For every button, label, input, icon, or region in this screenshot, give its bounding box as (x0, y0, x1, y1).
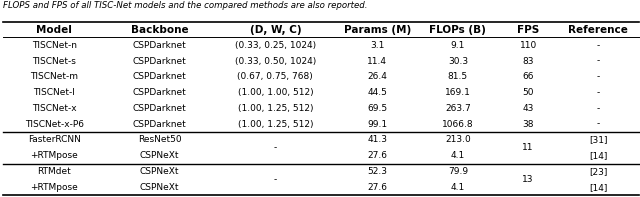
Text: (0.67, 0.75, 768): (0.67, 0.75, 768) (237, 72, 313, 81)
Text: Backbone: Backbone (131, 25, 188, 34)
Text: [23]: [23] (589, 167, 607, 176)
Text: RTMdet: RTMdet (37, 167, 71, 176)
Text: 66: 66 (522, 72, 534, 81)
Text: 83: 83 (522, 57, 534, 66)
Text: CSPNeXt: CSPNeXt (140, 167, 179, 176)
Text: -: - (274, 143, 277, 152)
Text: (0.33, 0.25, 1024): (0.33, 0.25, 1024) (235, 41, 316, 50)
Text: CSPDarknet: CSPDarknet (132, 104, 186, 113)
Text: TISCNet-x: TISCNet-x (32, 104, 76, 113)
Text: -: - (274, 175, 277, 184)
Text: CSPNeXt: CSPNeXt (140, 183, 179, 192)
Text: CSPDarknet: CSPDarknet (132, 72, 186, 81)
Text: 43: 43 (522, 104, 534, 113)
Text: TISCNet-n: TISCNet-n (31, 41, 77, 50)
Text: 4.1: 4.1 (451, 151, 465, 160)
Text: Model: Model (36, 25, 72, 34)
Text: 30.3: 30.3 (448, 57, 468, 66)
Text: -: - (596, 120, 600, 129)
Text: -: - (596, 72, 600, 81)
Text: 44.5: 44.5 (367, 88, 387, 97)
Text: CSPDarknet: CSPDarknet (132, 120, 186, 129)
Text: CSPDarknet: CSPDarknet (132, 88, 186, 97)
Text: 50: 50 (522, 88, 534, 97)
Text: 110: 110 (520, 41, 537, 50)
Text: -: - (596, 104, 600, 113)
Text: 9.1: 9.1 (451, 41, 465, 50)
Text: CSPDarknet: CSPDarknet (132, 41, 186, 50)
Text: 213.0: 213.0 (445, 135, 471, 144)
Text: 27.6: 27.6 (367, 151, 387, 160)
Text: 79.9: 79.9 (448, 167, 468, 176)
Text: (1.00, 1.25, 512): (1.00, 1.25, 512) (237, 120, 313, 129)
Text: FasterRCNN: FasterRCNN (28, 135, 81, 144)
Text: 81.5: 81.5 (448, 72, 468, 81)
Text: 263.7: 263.7 (445, 104, 471, 113)
Text: +RTMpose: +RTMpose (30, 151, 78, 160)
Text: -: - (596, 57, 600, 66)
Text: 13: 13 (522, 175, 534, 184)
Text: 11: 11 (522, 143, 534, 152)
Text: [14]: [14] (589, 151, 607, 160)
Text: 99.1: 99.1 (367, 120, 387, 129)
Text: FLOPS and FPS of all TISC-Net models and the compared methods are also reported.: FLOPS and FPS of all TISC-Net models and… (3, 1, 368, 10)
Text: FPS: FPS (517, 25, 540, 34)
Text: 41.3: 41.3 (367, 135, 387, 144)
Text: 27.6: 27.6 (367, 183, 387, 192)
Text: ResNet50: ResNet50 (138, 135, 181, 144)
Text: CSPDarknet: CSPDarknet (132, 57, 186, 66)
Text: 38: 38 (522, 120, 534, 129)
Text: TISCNet-m: TISCNet-m (30, 72, 78, 81)
Text: 3.1: 3.1 (370, 41, 385, 50)
Text: 26.4: 26.4 (367, 72, 387, 81)
Text: -: - (596, 41, 600, 50)
Text: FLOPs (B): FLOPs (B) (429, 25, 486, 34)
Text: TISCNet-s: TISCNet-s (32, 57, 76, 66)
Text: 1066.8: 1066.8 (442, 120, 474, 129)
Text: 4.1: 4.1 (451, 183, 465, 192)
Text: 69.5: 69.5 (367, 104, 387, 113)
Text: Reference: Reference (568, 25, 628, 34)
Text: CSPNeXt: CSPNeXt (140, 151, 179, 160)
Text: -: - (596, 88, 600, 97)
Text: 169.1: 169.1 (445, 88, 471, 97)
Text: (D, W, C): (D, W, C) (250, 25, 301, 34)
Text: [31]: [31] (589, 135, 607, 144)
Text: [14]: [14] (589, 183, 607, 192)
Text: TISCNet-x-P6: TISCNet-x-P6 (24, 120, 84, 129)
Text: 52.3: 52.3 (367, 167, 387, 176)
Text: (1.00, 1.25, 512): (1.00, 1.25, 512) (237, 104, 313, 113)
Text: TISCNet-l: TISCNet-l (33, 88, 75, 97)
Text: 11.4: 11.4 (367, 57, 387, 66)
Text: +RTMpose: +RTMpose (30, 183, 78, 192)
Text: (0.33, 0.50, 1024): (0.33, 0.50, 1024) (235, 57, 316, 66)
Text: Params (M): Params (M) (344, 25, 411, 34)
Text: (1.00, 1.00, 512): (1.00, 1.00, 512) (237, 88, 313, 97)
